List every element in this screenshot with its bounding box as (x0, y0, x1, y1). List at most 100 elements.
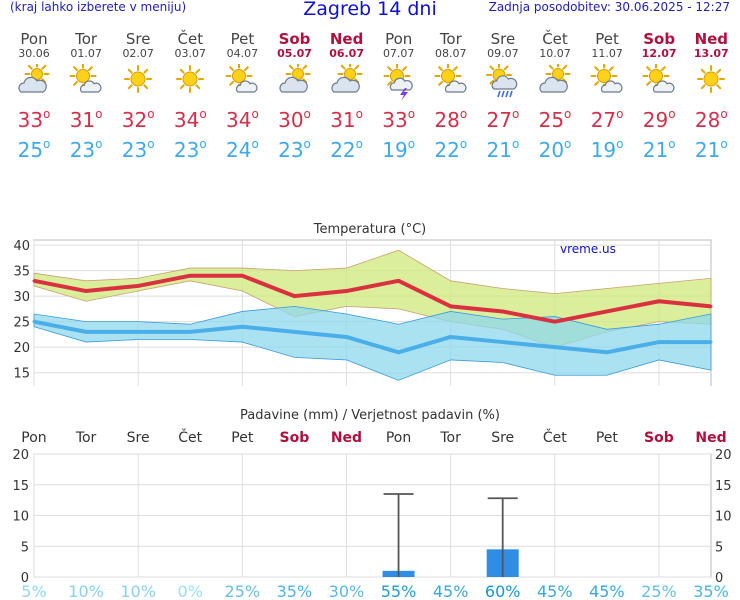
degree-sign: o (511, 137, 520, 151)
weather-icon-wrap (164, 60, 216, 100)
temp-max-value: 32 (121, 108, 148, 132)
probability-label: 45% (433, 582, 469, 600)
day-date: 11.07 (591, 47, 623, 60)
day-column: Ned 06.07 31o 22o (321, 30, 373, 163)
degree-sign: o (251, 137, 259, 151)
day-axis-label: Čet (543, 428, 567, 446)
day-axis-label: Pet (596, 430, 619, 446)
degree-sign: o (407, 137, 416, 151)
temp-max-value: 30 (278, 108, 304, 132)
day-column: Sre 09.07 27o 21o (477, 31, 529, 162)
temp-max-value: 25 (538, 108, 565, 132)
partly-cloudy-icon (539, 64, 571, 93)
weather-icon-wrap (60, 60, 112, 100)
day-name: Sob (643, 30, 676, 48)
day-axis-label: Čet (178, 428, 202, 446)
degree-sign: o (459, 137, 468, 151)
temp-min: 19o (373, 132, 425, 162)
degree-sign: o (43, 137, 51, 151)
temp-max: 28o (685, 102, 737, 132)
temp-max-value: 34 (225, 108, 252, 132)
temp-min-value: 23 (69, 138, 96, 162)
partly-cloudy-icon (278, 64, 310, 93)
day-column: Čet 03.07 34o 23o (164, 30, 216, 163)
temp-min: 21o (685, 132, 737, 162)
weather-icon-wrap (529, 60, 581, 100)
temp-min: 23o (164, 132, 216, 162)
degree-sign: o (355, 107, 363, 121)
max-temperature-line (33, 273, 712, 324)
probability-label: 45% (589, 582, 625, 600)
sunny-icon (176, 65, 205, 93)
degree-sign: o (668, 107, 676, 121)
temp-max: 34o (164, 102, 216, 132)
day-name: Ned (329, 30, 364, 48)
weather-icon-wrap (321, 60, 373, 100)
y-tick-label: 15 (13, 367, 30, 382)
degree-sign: o (668, 137, 676, 151)
min-point (136, 330, 140, 334)
min-point (605, 350, 609, 354)
degree-sign: o (564, 107, 572, 121)
degree-sign: o (43, 107, 51, 121)
temp-max: 27o (581, 102, 633, 132)
temp-max: 25o (529, 102, 581, 132)
temp-min-value: 23 (173, 138, 200, 162)
temp-max-value: 34 (173, 108, 200, 132)
temp-min-value: 19 (590, 138, 617, 162)
day-axis-label: Sre (127, 430, 150, 446)
day-axis-label: Sob (644, 430, 674, 446)
day-column: Sob 12.07 29o 21o (633, 30, 685, 163)
max-point (344, 289, 348, 293)
temp-min-value: 24 (225, 138, 252, 162)
min-point (292, 330, 296, 334)
y-tick-label: 40 (13, 239, 30, 254)
y-tick-label-right: 5 (715, 540, 723, 555)
probability-label: 30% (329, 582, 365, 600)
temperature-chart: Temperatura (°C) 15 20 25 30 35 40 vreme.us (13, 222, 713, 386)
temp-max-value: 27 (486, 108, 512, 132)
weather-icon-wrap (477, 60, 529, 100)
temp-min: 23o (269, 132, 321, 162)
temp-min: 20o (529, 132, 581, 162)
day-date: 09.07 (487, 47, 519, 60)
temp-min: 22o (425, 132, 477, 162)
y-tick-label-right: 20 (715, 448, 732, 463)
day-axis-label: Pon (21, 430, 46, 446)
min-point (32, 320, 36, 324)
weather-icon-wrap (112, 60, 164, 100)
temp-max-value: 29 (642, 108, 669, 132)
max-point (657, 299, 661, 303)
temp-max-value: 28 (434, 108, 460, 132)
day-date: 10.07 (539, 47, 571, 60)
precipitation-chart: Padavine (mm) / Verjetnost padavin (%) Po… (12, 408, 732, 600)
probability-label: 25% (641, 582, 677, 600)
day-name: Pon (385, 30, 413, 48)
day-name: Čet (177, 30, 204, 48)
mostly-sunny-icon (69, 64, 102, 93)
header-left-note[interactable]: (kraj lahko izberete v meniju) (10, 0, 187, 14)
degree-sign: o (616, 107, 624, 121)
degree-sign: o (720, 137, 728, 151)
y-tick-label: 20 (13, 341, 30, 356)
temp-min-value: 23 (121, 138, 148, 162)
day-name: Pon (20, 30, 48, 48)
temp-max: 32o (112, 102, 164, 132)
probability-label: 0% (178, 582, 203, 600)
temp-min: 25o (8, 132, 60, 162)
temp-max: 34o (216, 102, 268, 132)
max-point (709, 304, 713, 308)
temp-min: 23o (60, 132, 112, 162)
max-point (292, 294, 296, 298)
y-tick-label-left: 5 (21, 540, 29, 555)
day-axis-label: Pon (386, 430, 411, 446)
day-column: Pon 07.07 33o 19o (373, 30, 425, 163)
min-temperature-line (33, 319, 711, 355)
temp-max: 33o (373, 102, 425, 132)
temp-min-value: 22 (434, 138, 460, 162)
y-tick-label: 30 (13, 290, 30, 305)
sunny-icon (124, 65, 153, 93)
page-title: Zagreb 14 dni (303, 0, 437, 20)
partly-cloudy-icon (331, 64, 363, 93)
precip-chart-title: Padavine (mm) / Verjetnost padavin (%) (240, 408, 500, 423)
